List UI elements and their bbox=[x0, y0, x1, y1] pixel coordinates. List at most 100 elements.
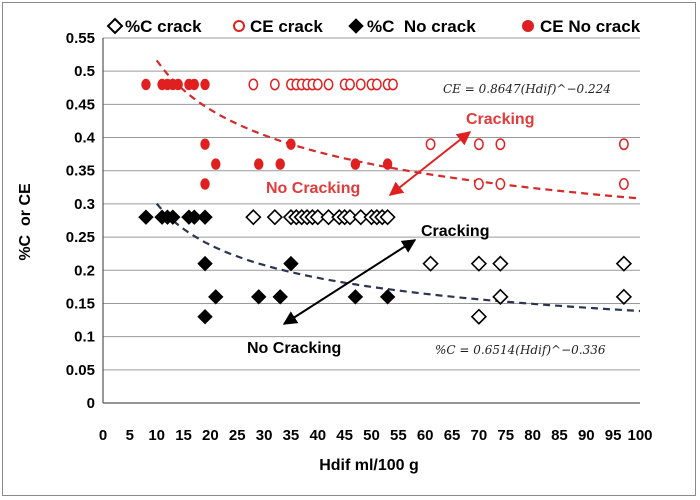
point-pc-crack bbox=[492, 288, 509, 305]
pc-zone-annotation: Cracking No Cracking bbox=[247, 223, 489, 357]
point-ce-no-crack bbox=[211, 158, 221, 170]
x-tick-label: 25 bbox=[229, 427, 246, 444]
point-pc-no-crack bbox=[283, 255, 299, 272]
x-tick-label: 95 bbox=[605, 427, 622, 444]
pc-cracking-label: Cracking bbox=[421, 223, 489, 240]
point-pc-no-crack bbox=[197, 209, 213, 225]
axes bbox=[102, 38, 640, 404]
x-tick-label: 40 bbox=[309, 427, 326, 444]
point-ce-no-crack bbox=[200, 78, 210, 91]
legend-marker-open-circle bbox=[233, 20, 245, 32]
pc-no-cracking-label: No Cracking bbox=[247, 340, 341, 357]
point-pc-no-crack bbox=[379, 289, 396, 305]
point-ce-crack bbox=[345, 78, 355, 91]
point-ce-crack bbox=[355, 78, 366, 91]
x-tick-label: 30 bbox=[256, 427, 273, 444]
point-pc-crack bbox=[245, 209, 262, 226]
legend-item-pc-no-crack: %C No crack bbox=[348, 17, 476, 36]
point-pc-crack bbox=[379, 209, 396, 226]
y-tick-label: 0.5 bbox=[74, 63, 95, 80]
pc-trend-equation: %C = 0.6514(Hdif)^−0.336 bbox=[435, 343, 606, 357]
point-pc-no-crack bbox=[251, 289, 267, 305]
point-ce-no-crack bbox=[254, 158, 264, 170]
point-ce-no-crack bbox=[141, 78, 151, 91]
y-tick-label: 0.3 bbox=[74, 196, 95, 213]
point-ce-crack bbox=[248, 78, 259, 91]
legend-marker-open-diamond bbox=[106, 17, 124, 35]
x-tick-label: 45 bbox=[336, 427, 353, 444]
point-pc-crack bbox=[615, 288, 633, 305]
point-ce-crack bbox=[269, 78, 280, 91]
ce-zone-arrow bbox=[388, 131, 472, 196]
ce-zone-annotation: Cracking No Cracking bbox=[266, 111, 534, 197]
x-tick-label: 65 bbox=[444, 427, 461, 444]
point-ce-crack bbox=[473, 138, 484, 151]
point-pc-crack bbox=[266, 209, 283, 226]
y-tick-label: 0.1 bbox=[74, 329, 95, 346]
pc-zone-arrow bbox=[282, 239, 417, 325]
x-tick-label: 20 bbox=[202, 427, 219, 444]
legend-label-pc-no-crack: %C No crack bbox=[367, 17, 476, 36]
point-pc-crack bbox=[470, 255, 488, 272]
point-pc-no-crack bbox=[165, 209, 181, 225]
point-pc-no-crack bbox=[208, 289, 224, 305]
point-pc-crack bbox=[341, 209, 359, 226]
y-tick-label: 0.25 bbox=[66, 229, 95, 246]
point-ce-no-crack bbox=[200, 138, 210, 150]
point-pc-crack bbox=[422, 255, 439, 272]
point-ce-crack bbox=[495, 178, 506, 190]
point-ce-crack bbox=[495, 138, 506, 151]
x-axis-title: Hdif ml/100 g bbox=[319, 457, 419, 474]
y-tick-label: 0.45 bbox=[66, 96, 95, 113]
y-tick-label: 0.05 bbox=[66, 362, 95, 379]
point-pc-no-crack bbox=[197, 309, 213, 325]
legend: %C crack CE crack %C No crack CE No crac… bbox=[106, 17, 641, 36]
data-points bbox=[138, 78, 633, 325]
point-pc-no-crack bbox=[197, 255, 213, 272]
legend-item-pc-crack: %C crack bbox=[106, 17, 202, 36]
x-tick-label: 55 bbox=[390, 427, 407, 444]
point-ce-crack bbox=[425, 138, 436, 151]
trendlines bbox=[155, 59, 641, 313]
x-tick-label: 100 bbox=[627, 427, 652, 444]
point-ce-no-crack bbox=[173, 78, 183, 91]
legend-label-ce-crack: CE crack bbox=[250, 17, 323, 36]
point-pc-crack bbox=[320, 209, 337, 226]
trendline-ce bbox=[155, 59, 641, 200]
x-tick-label: 75 bbox=[497, 427, 514, 444]
y-tick-label: 0.15 bbox=[66, 295, 95, 312]
point-pc-no-crack bbox=[186, 209, 202, 225]
point-ce-no-crack bbox=[189, 78, 199, 91]
point-pc-crack bbox=[309, 209, 326, 226]
point-ce-crack bbox=[371, 78, 382, 91]
trendline-pc bbox=[155, 202, 641, 313]
y-tick-label: 0.55 bbox=[66, 30, 95, 47]
point-ce-no-crack bbox=[382, 158, 393, 170]
x-tick-label: 35 bbox=[283, 427, 300, 444]
point-ce-crack bbox=[618, 138, 629, 151]
x-tick-label: 5 bbox=[126, 427, 134, 444]
point-ce-crack bbox=[473, 178, 484, 190]
point-pc-no-crack bbox=[272, 289, 288, 305]
point-ce-crack bbox=[618, 178, 629, 190]
point-ce-no-crack bbox=[275, 158, 285, 170]
point-ce-no-crack bbox=[350, 158, 361, 170]
y-tick-label: 0 bbox=[87, 395, 95, 412]
y-tick-label: 0.2 bbox=[74, 262, 95, 279]
legend-item-ce-no-crack: CE No crack bbox=[522, 17, 641, 36]
point-ce-no-crack bbox=[200, 178, 210, 190]
ce-no-cracking-label: No Cracking bbox=[266, 180, 360, 197]
legend-label-ce-no-crack: CE No crack bbox=[540, 17, 641, 36]
y-tick-labels: 0 0.05 0.1 0.15 0.2 0.25 0.3 0.35 0.4 0.45 0.5 0.55 bbox=[66, 30, 96, 412]
ce-cracking-label: Cracking bbox=[466, 111, 534, 128]
point-pc-crack bbox=[352, 209, 369, 226]
ce-trend-equation: CE = 0.8647(Hdif)^−0.224 bbox=[443, 82, 611, 96]
x-tick-label: 90 bbox=[578, 427, 595, 444]
point-pc-crack bbox=[615, 255, 633, 272]
point-ce-crack bbox=[388, 78, 398, 91]
legend-marker-filled-diamond bbox=[348, 18, 364, 34]
x-tick-label: 15 bbox=[175, 427, 192, 444]
point-ce-no-crack bbox=[286, 138, 296, 150]
chart-frame bbox=[2, 2, 696, 496]
